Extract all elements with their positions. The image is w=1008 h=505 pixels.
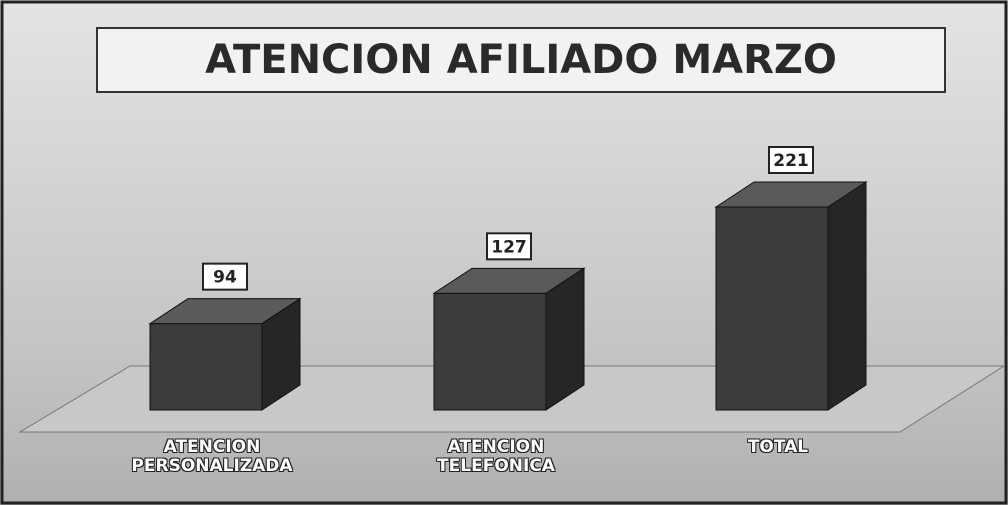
value-label-box [768,146,814,174]
value-label: 94 [213,268,237,288]
x-tick-label: ATENCION TELEFONICA [437,437,555,476]
value-label: 127 [491,237,527,257]
bar [432,267,586,411]
chart-title: ATENCION AFILIADO MARZO [205,37,837,83]
bar-side [827,181,867,411]
bar-front [433,292,547,411]
x-tick-label: TOTAL [747,437,809,457]
value-label-box [486,232,532,261]
bar [148,297,302,411]
value-label: 221 [773,151,809,171]
x-tick-label: ATENCION PERSONALIZADA [131,437,293,476]
bar-side [545,267,585,411]
bar [714,181,868,411]
bar-front [715,206,829,411]
title-box [96,27,946,93]
bar-side [261,297,301,411]
value-label-box [202,262,248,291]
bar-front [149,323,263,411]
